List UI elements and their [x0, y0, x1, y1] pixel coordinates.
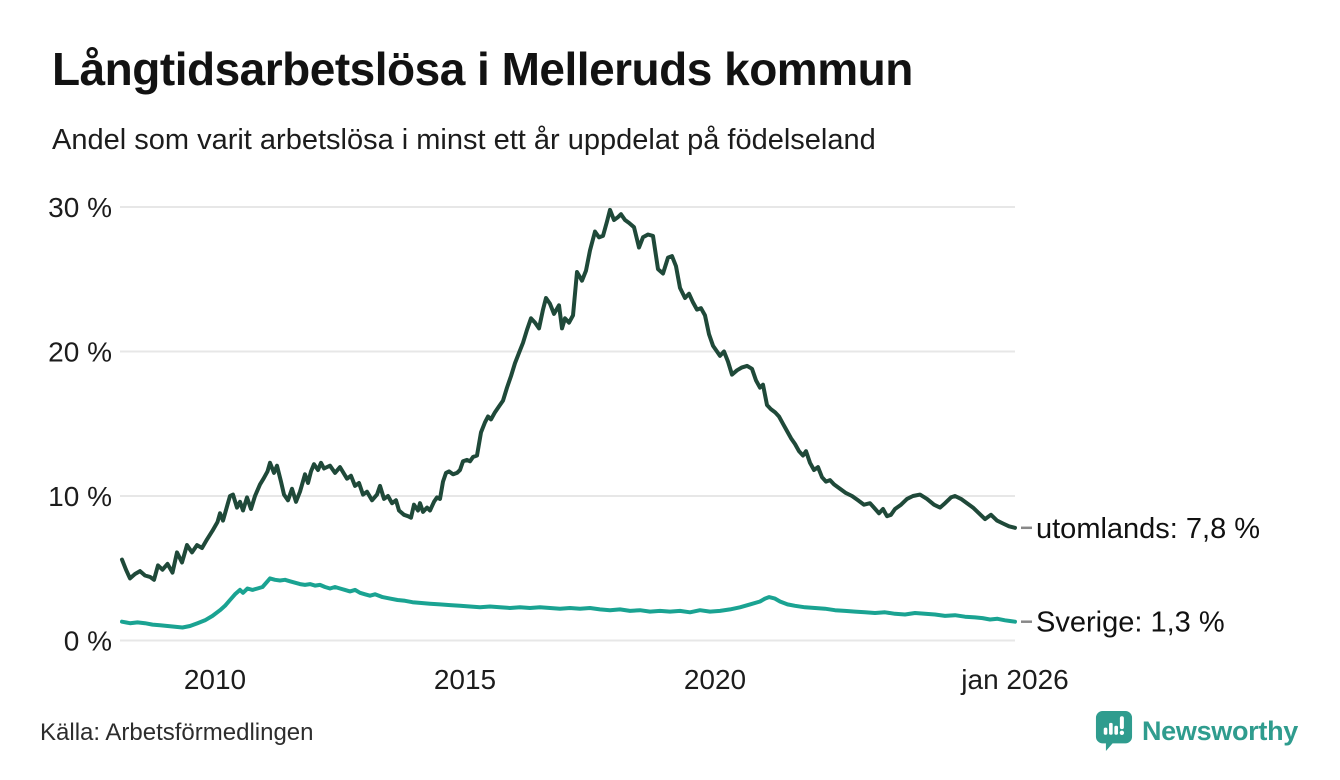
y-tick-label: 10 % [48, 481, 112, 512]
y-tick-label: 30 % [48, 192, 112, 223]
newsworthy-logo: Newsworthy [1095, 710, 1298, 752]
brand-name: Newsworthy [1141, 715, 1298, 746]
chart-title: Långtidsarbetslösa i Melleruds kommun [52, 43, 913, 95]
x-tick-label: 2010 [184, 664, 246, 695]
x-tick-label: 2020 [684, 664, 746, 695]
series-line-sverige [120, 576, 1017, 630]
logo-bubble-shape [1095, 711, 1133, 751]
x-tick-label: jan 2026 [960, 664, 1068, 695]
chart-subtitle: Andel som varit arbetslösa i minst ett å… [52, 124, 876, 156]
series-lines [120, 207, 1017, 630]
x-tick-label: 2015 [434, 664, 496, 695]
series-end-label-sverige: Sverige: 1,3 % [1036, 607, 1225, 639]
source-note: Källa: Arbetsförmedlingen [40, 719, 314, 746]
y-axis-labels: 30 % 20 % 10 % 0 % [48, 192, 112, 657]
y-tick-label: 0 % [64, 626, 112, 657]
logo-bar-3 [1114, 725, 1118, 735]
y-tick-label: 20 % [48, 337, 112, 368]
series-end-label-utomlands: utomlands: 7,8 % [1036, 513, 1260, 545]
logo-bar-2 [1109, 722, 1113, 735]
x-axis-labels: 2010 2015 2020 jan 2026 [184, 664, 1069, 695]
newsworthy-logo-icon [1095, 711, 1133, 751]
series-line-utomlands [120, 207, 1017, 582]
gridlines [120, 206, 1015, 642]
logo-exclamation-dot [1119, 730, 1125, 735]
logo-bar-1 [1103, 727, 1108, 735]
logo-exclamation-bar [1119, 716, 1124, 730]
series-end-labels: utomlands: 7,8 % Sverige: 1,3 % [1021, 513, 1260, 639]
